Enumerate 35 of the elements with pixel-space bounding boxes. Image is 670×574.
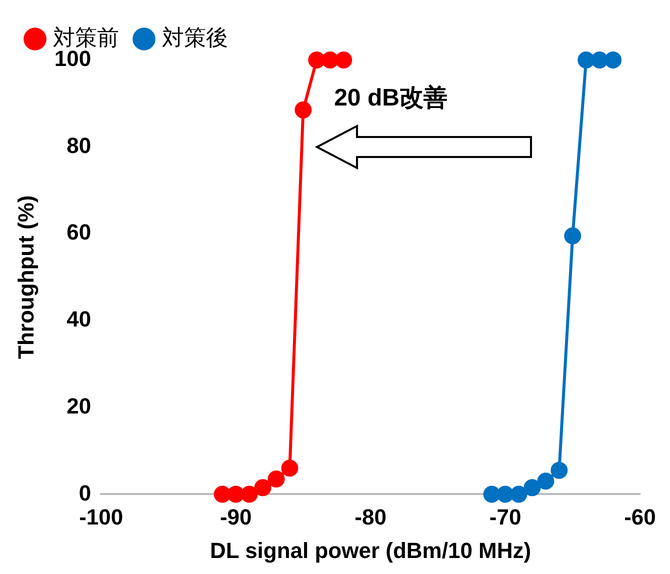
- point: [564, 227, 582, 244]
- y-tick-label: 20: [66, 393, 92, 418]
- y-tick-label: 60: [66, 220, 92, 245]
- x-tick-label: -80: [354, 504, 386, 530]
- point: [227, 486, 244, 503]
- point: [537, 472, 554, 490]
- point: [281, 460, 298, 477]
- point: [308, 52, 326, 68]
- point: [214, 486, 231, 503]
- point: [604, 52, 622, 68]
- point: [496, 486, 514, 503]
- point: [254, 479, 272, 496]
- legend-label: 対策前: [53, 25, 119, 50]
- point: [510, 486, 528, 503]
- point: [524, 479, 541, 496]
- x-tick-label: -60: [624, 504, 656, 530]
- point: [240, 486, 258, 503]
- x-axis-title: DL signal power (dBm/10 MHz): [210, 538, 532, 563]
- point: [483, 486, 500, 503]
- x-tick-label: -100: [79, 504, 124, 530]
- point: [335, 52, 352, 68]
- point: [268, 470, 285, 488]
- y-tick-label: 80: [66, 132, 92, 158]
- point: [550, 462, 568, 479]
- y-tick-label: 0: [78, 480, 92, 506]
- legend-label: 対策後: [162, 25, 228, 50]
- point: [591, 52, 608, 68]
- x-tick-label: -70: [489, 504, 522, 530]
- y-axis-title: Throughput (%): [13, 195, 38, 359]
- point: [322, 52, 339, 68]
- point: [578, 52, 595, 68]
- annotation: 20 dB改善: [334, 84, 448, 112]
- y-tick-label: 40: [66, 306, 92, 332]
- point: [294, 101, 312, 118]
- x-tick-label: -90: [220, 504, 252, 530]
